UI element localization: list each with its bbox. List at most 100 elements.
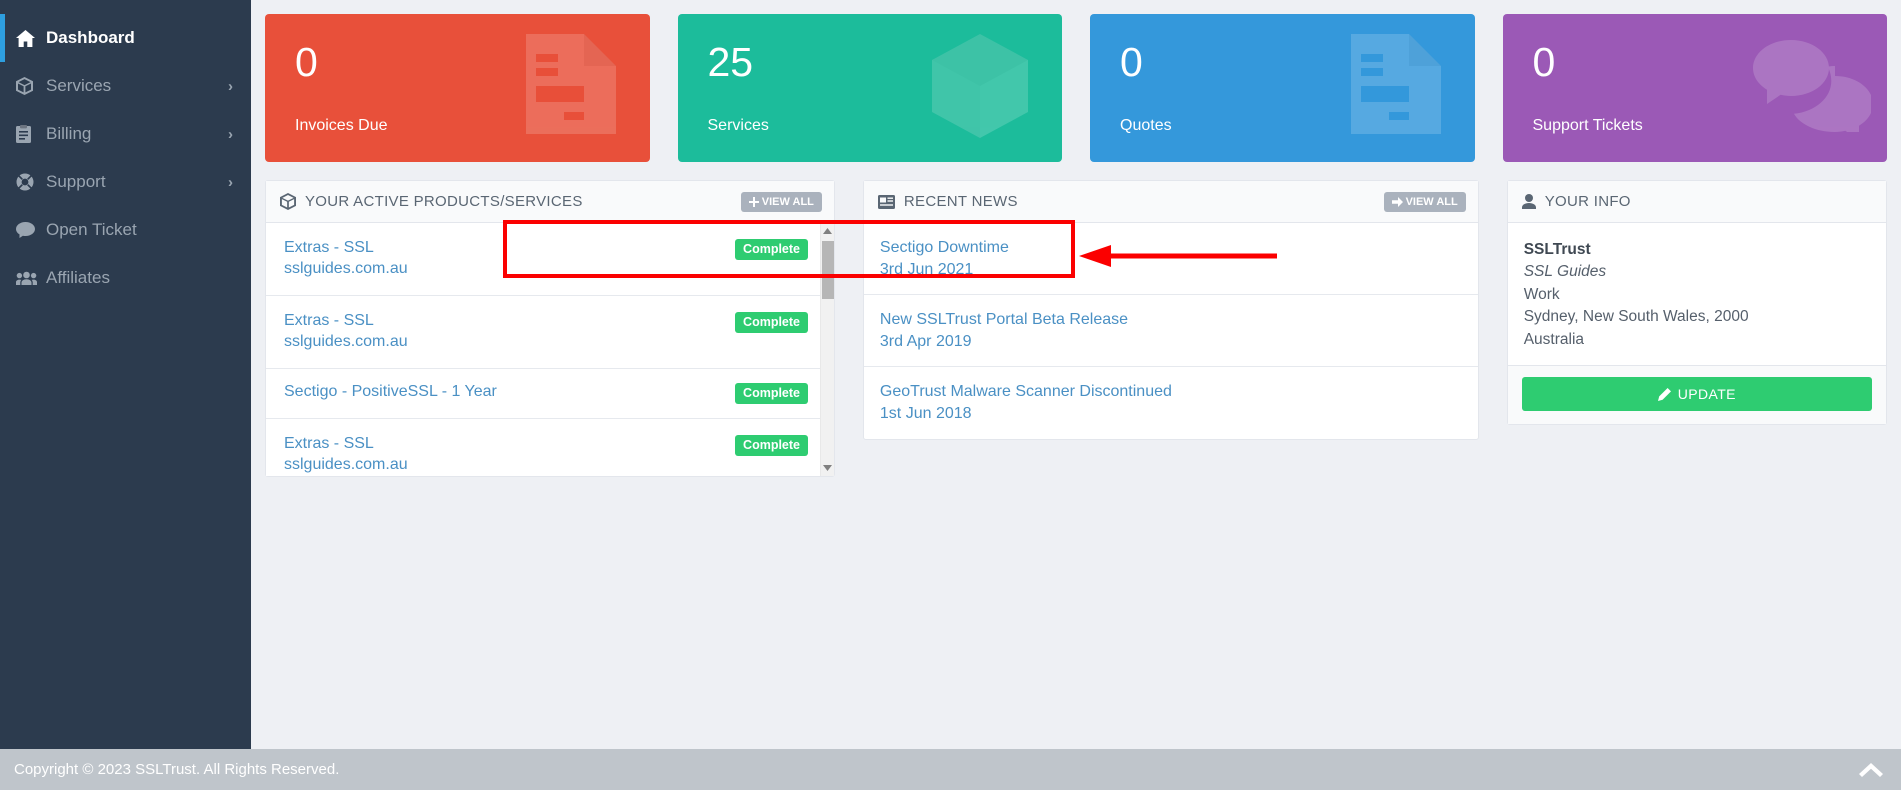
footer: Copyright © 2023 SSLTrust. All Rights Re… [0,749,1901,790]
product-name-link[interactable]: Extras - SSL [284,239,374,256]
cube-icon [280,193,296,210]
product-domain-link[interactable]: sslguides.com.au [284,455,408,473]
main-content: 0 Invoices Due 25 Services [251,0,1901,749]
status-badge: Complete [735,311,808,333]
your-info-footer: UPDATE [1507,365,1886,425]
vertical-scrollbar[interactable] [819,223,834,476]
sidebar-item-label: Services [46,76,112,95]
home-icon [16,29,46,47]
stat-label: Services [707,117,769,134]
sidebar-item-label: Billing [46,124,92,143]
info-country: Australia [1523,330,1585,348]
sidebar-item-label: Open Ticket [46,220,137,239]
chevron-right-icon: › [228,125,233,143]
news-view-all-button[interactable]: VIEW ALL [1383,191,1466,212]
product-domain-link[interactable]: sslguides.com.au [284,260,408,278]
cube-icon [16,77,46,95]
sidebar-item-label: Affiliates [46,268,110,287]
news-date: 3rd Apr 2019 [879,332,972,350]
sidebar-item-open-ticket[interactable]: Open Ticket [0,206,251,254]
clipboard-icon [16,125,46,143]
stat-card-support-tickets[interactable]: 0 Support Tickets [1502,14,1887,162]
user-icon [1521,194,1536,209]
panel-row: YOUR ACTIVE PRODUCTS/SERVICES VIEW ALL [265,180,1887,477]
stat-label: Invoices Due [295,117,388,134]
news-date: 3rd Jun 2021 [879,260,974,278]
stat-value: 0 [295,39,318,85]
panel-title-text: RECENT NEWS [903,193,1018,210]
table-row[interactable]: Extras - SSL sslguides.com.au Complete [266,223,826,296]
news-title-link[interactable]: New SSLTrust Portal Beta Release [879,311,1129,329]
scroll-down-arrow-icon[interactable] [821,460,834,476]
panel-title: YOUR INFO [1521,193,1631,210]
users-icon [16,271,46,285]
your-info-panel: YOUR INFO SSLTrust SSL Guides Work Sydne… [1506,180,1887,426]
news-title-link[interactable]: Sectigo Downtime [879,239,1009,256]
panel-title-text: YOUR INFO [1544,193,1631,210]
arrow-right-icon [1391,196,1403,207]
products-view-all-label: VIEW ALL [761,195,814,208]
news-date: 1st Jun 2018 [879,404,972,422]
stat-card-services[interactable]: 25 Services [677,14,1062,162]
stat-value: 0 [1120,39,1143,85]
products-view-all-button[interactable]: VIEW ALL [740,191,822,212]
update-button-label: UPDATE [1677,386,1736,403]
product-domain-link[interactable]: sslguides.com.au [284,333,408,351]
scroll-to-top-button[interactable] [1859,762,1883,777]
product-name-link[interactable]: Extras - SSL [284,311,374,329]
stat-value: 0 [1532,39,1556,85]
stat-label: Quotes [1120,117,1172,134]
copyright-text: Copyright © 2023 SSLTrust. All Rights Re… [14,761,340,778]
panel-title: YOUR ACTIVE PRODUCTS/SERVICES [280,193,583,210]
product-name-link[interactable]: Sectigo - PositiveSSL - 1 Year [284,382,497,400]
recent-news-header: RECENT NEWS VIEW ALL [863,181,1478,223]
pencil-icon [1657,387,1671,401]
news-view-all-label: VIEW ALL [1405,195,1458,208]
active-products-body: Extras - SSL sslguides.com.au Complete E… [266,223,834,476]
active-products-header: YOUR ACTIVE PRODUCTS/SERVICES VIEW ALL [266,181,834,223]
list-item[interactable]: New SSLTrust Portal Beta Release 3rd Apr… [863,295,1478,368]
active-products-panel: YOUR ACTIVE PRODUCTS/SERVICES VIEW ALL [265,180,835,477]
product-labels: Extras - SSL sslguides.com.au [284,239,408,279]
stat-card-row: 0 Invoices Due 25 Services [265,14,1887,162]
panel-title-text: YOUR ACTIVE PRODUCTS/SERVICES [305,193,583,210]
table-row[interactable]: Sectigo - PositiveSSL - 1 Year Complete [266,369,826,419]
list-item[interactable]: Sectigo Downtime 3rd Jun 2021 [863,223,1478,296]
sidebar-item-dashboard[interactable]: Dashboard [0,14,251,62]
stat-value: 25 [707,39,754,85]
sidebar-item-affiliates[interactable]: Affiliates [0,254,251,302]
plus-icon [748,196,759,207]
product-name-link[interactable]: Extras - SSL [284,434,374,452]
scroll-up-arrow-icon[interactable] [821,223,834,239]
sidebar-item-label: Support [46,172,106,191]
table-row[interactable]: Extras - SSL sslguides.com.au Complete [266,296,826,369]
recent-news-panel: RECENT NEWS VIEW ALL Sectigo Downtime 3r… [862,180,1479,440]
chevron-right-icon: › [228,173,233,191]
sidebar-item-support[interactable]: Support › [0,158,251,206]
comment-icon [16,222,46,238]
update-button[interactable]: UPDATE [1521,377,1872,412]
stat-card-quotes[interactable]: 0 Quotes [1090,14,1475,162]
sidebar-item-label: Dashboard [46,28,135,47]
product-labels: Extras - SSL sslguides.com.au [284,435,408,475]
scrollbar-thumb[interactable] [821,241,834,299]
sidebar-item-billing[interactable]: Billing › [0,110,251,158]
info-type: Work [1523,285,1560,303]
status-badge: Complete [735,434,808,456]
product-labels: Extras - SSL sslguides.com.au [284,312,408,352]
info-city: Sydney, New South Wales, 2000 [1523,308,1749,326]
info-company: SSLTrust [1523,241,1591,258]
table-row[interactable]: Extras - SSL sslguides.com.au Complete [266,419,826,476]
sidebar: Dashboard Services › Billing › Support › [0,0,251,749]
products-scroll-area[interactable]: Extras - SSL sslguides.com.au Complete E… [266,223,826,476]
panel-title: RECENT NEWS [877,193,1018,210]
news-title-link[interactable]: GeoTrust Malware Scanner Discontinued [879,383,1172,401]
sidebar-item-services[interactable]: Services › [0,62,251,110]
list-item[interactable]: GeoTrust Malware Scanner Discontinued 1s… [864,367,1478,438]
status-badge: Complete [735,382,808,404]
lifering-icon [16,173,46,191]
your-info-header: YOUR INFO [1507,181,1886,223]
stat-card-invoices-due[interactable]: 0 Invoices Due [265,14,650,162]
your-info-body: SSLTrust SSL Guides Work Sydney, New Sou… [1508,223,1886,365]
